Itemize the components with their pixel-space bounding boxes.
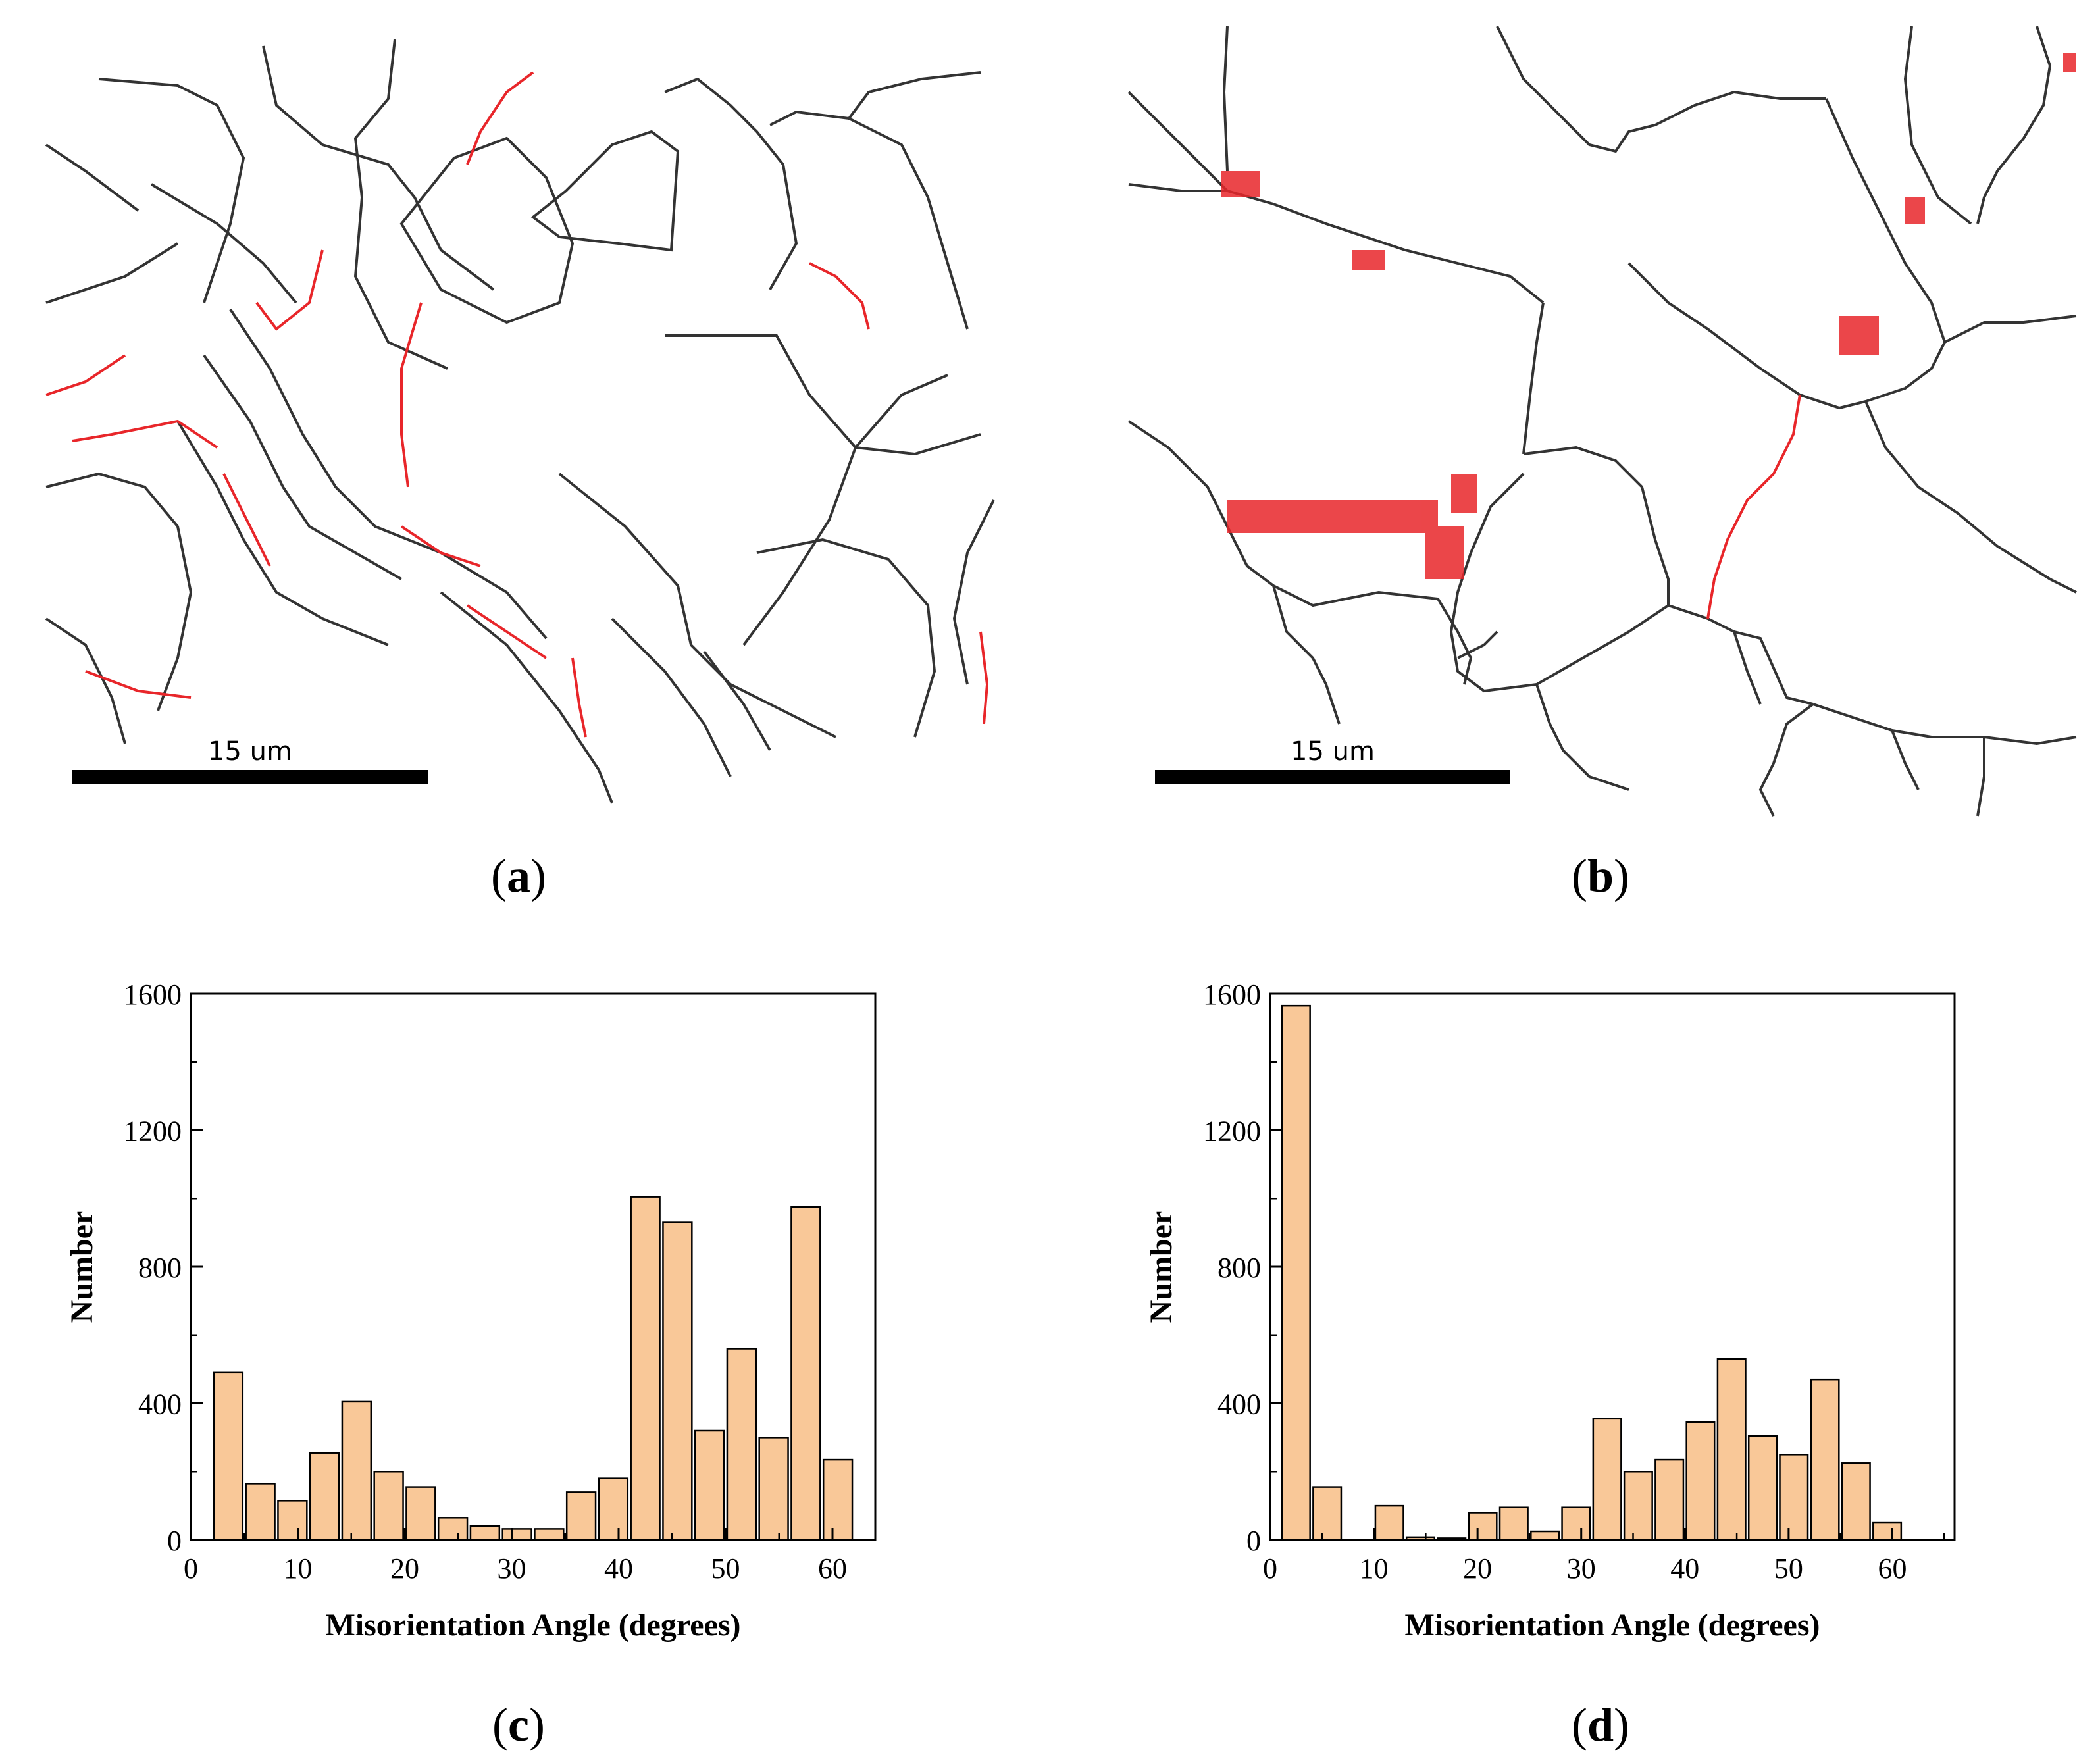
x-tick-label: 20 xyxy=(390,1552,419,1585)
scale-bar-label-a: 15 um xyxy=(208,736,292,767)
y-tick-label: 1200 xyxy=(1203,1115,1261,1148)
bar xyxy=(1747,1435,1778,1541)
hagb-lines-b xyxy=(1127,26,2077,817)
twin-boundary-lines-b xyxy=(1706,394,1801,619)
panel-label-d: (d) xyxy=(1571,1699,1629,1751)
twin-boundary-lines-a xyxy=(45,71,989,738)
x-tick-label: 30 xyxy=(1567,1552,1596,1585)
bar xyxy=(309,1452,340,1541)
y-axis-title: Number xyxy=(1144,1211,1179,1323)
bar xyxy=(1685,1421,1716,1541)
x-tick-label: 30 xyxy=(498,1552,526,1585)
x-axis-title: Misorientation Angle (degrees) xyxy=(1404,1608,1820,1643)
y-axis-title: Number xyxy=(64,1211,99,1323)
bar xyxy=(758,1437,789,1541)
histogram-c: 0 10 20 30 40 50 60 0 400 800 1200 1600 Misorientati… xyxy=(64,979,877,1643)
bar xyxy=(1654,1458,1685,1541)
x-tick-label: 0 xyxy=(1263,1552,1277,1585)
scale-bar-b xyxy=(1155,770,1510,784)
bar xyxy=(341,1400,372,1541)
y-tick-label: 0 xyxy=(1246,1525,1261,1557)
bar xyxy=(1779,1454,1809,1541)
grain-boundary-map-a: 15 um xyxy=(45,39,995,804)
x-tick-label: 10 xyxy=(1360,1552,1389,1585)
bar xyxy=(534,1528,565,1541)
hagb-lines-a xyxy=(45,39,995,804)
y-tick-label: 800 xyxy=(1217,1252,1261,1284)
bar xyxy=(277,1500,308,1541)
bar xyxy=(565,1491,597,1541)
x-axis-title: Misorientation Angle (degrees) xyxy=(325,1608,740,1643)
x-tick-label: 60 xyxy=(818,1552,847,1585)
bar xyxy=(213,1371,244,1541)
y-tick-label: 400 xyxy=(1217,1389,1261,1421)
bar xyxy=(1561,1506,1591,1541)
x-tick-label: 50 xyxy=(1774,1552,1803,1585)
bar xyxy=(1498,1506,1529,1541)
bar xyxy=(1623,1471,1653,1541)
bar xyxy=(1374,1504,1404,1541)
x-tick-label: 50 xyxy=(711,1552,740,1585)
y-tick-label: 1200 xyxy=(124,1115,182,1148)
y-tick-label: 0 xyxy=(167,1525,182,1557)
x-tick-label: 20 xyxy=(1463,1552,1492,1585)
bar xyxy=(469,1525,501,1541)
bar xyxy=(1716,1358,1747,1541)
bar xyxy=(501,1528,532,1541)
grain-boundary-map-b: 15 um xyxy=(1127,26,2077,817)
bar xyxy=(437,1517,469,1541)
panel-label-b: (b) xyxy=(1571,850,1629,902)
y-tick-label: 1600 xyxy=(1203,979,1261,1011)
bar xyxy=(662,1221,693,1541)
histogram-d: 0 10 20 30 40 50 60 0 400 800 1200 1600 Misorientati… xyxy=(1144,979,1956,1643)
x-tick-label: 60 xyxy=(1878,1552,1907,1585)
panel-label-a: (a) xyxy=(491,850,546,902)
y-tick-label: 400 xyxy=(138,1389,182,1421)
bar xyxy=(1281,1004,1311,1541)
bar xyxy=(598,1477,629,1541)
bar xyxy=(1872,1521,1903,1541)
x-tick-label: 0 xyxy=(184,1552,198,1585)
bar xyxy=(1810,1378,1840,1541)
bar xyxy=(1841,1462,1871,1541)
bar xyxy=(405,1486,436,1541)
scale-bar-label-b: 15 um xyxy=(1291,736,1375,767)
y-tick-label: 800 xyxy=(138,1252,182,1284)
bar xyxy=(790,1206,821,1541)
bar xyxy=(1312,1486,1343,1541)
scale-bar-a xyxy=(72,770,428,784)
x-tick-label: 40 xyxy=(604,1552,633,1585)
twin-clusters-b xyxy=(1221,53,2076,579)
bar xyxy=(245,1483,276,1541)
bar xyxy=(726,1348,757,1541)
x-tick-label: 10 xyxy=(284,1552,313,1585)
bar xyxy=(630,1196,661,1541)
bar xyxy=(694,1429,725,1541)
x-tick-label: 40 xyxy=(1670,1552,1699,1585)
bar xyxy=(373,1471,404,1541)
bar xyxy=(822,1458,854,1541)
bar xyxy=(1530,1530,1560,1541)
panel-label-c: (c) xyxy=(492,1699,545,1751)
y-tick-label: 1600 xyxy=(124,979,182,1011)
bar xyxy=(1468,1512,1498,1541)
bar xyxy=(1592,1418,1622,1541)
